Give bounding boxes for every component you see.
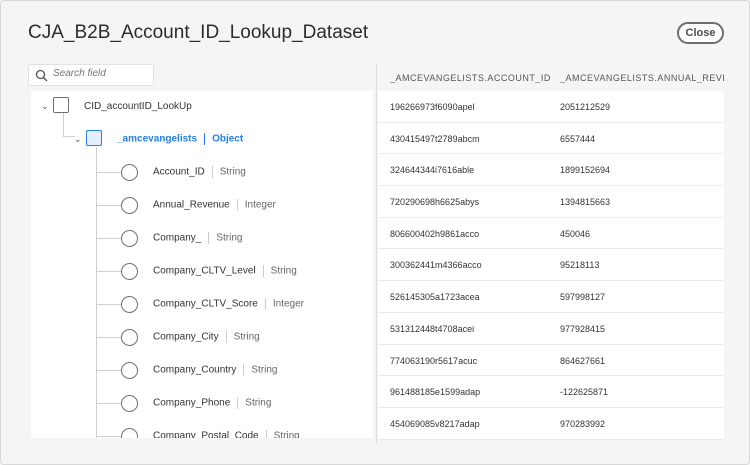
account-id-cell: 720290698h6625abys: [390, 197, 480, 208]
annual-revenue-cell: 6557444: [560, 133, 596, 144]
tree-field-item[interactable]: Company_City String: [153, 331, 260, 343]
field-radio[interactable]: [121, 296, 138, 313]
field-radio[interactable]: [121, 329, 138, 346]
tree-root-label[interactable]: CID_accountID_LookUp: [84, 101, 192, 112]
account-id-cell: 531312448t4708acei: [390, 323, 475, 334]
tree-field-item[interactable]: Company_CLTV_Score Integer: [153, 298, 305, 310]
tree-field-item[interactable]: Company_Phone String: [153, 397, 272, 409]
annual-revenue-cell: 95218113: [560, 260, 600, 271]
tree-object-label[interactable]: _amcevangelists Object: [117, 133, 244, 145]
tree-field-item[interactable]: Account_ID String: [153, 166, 246, 178]
table-row: 300362441m4366acco 95218113: [378, 249, 724, 282]
account-id-cell: 961488185e1599adap: [390, 387, 481, 398]
account-id-cell: 774063190r5617acuc: [390, 355, 478, 366]
field-radio[interactable]: [121, 164, 138, 181]
account-id-cell: 196266973f6090apel: [390, 102, 475, 112]
dialog-title: CJA_B2B_Account_ID_Lookup_Dataset: [28, 22, 369, 43]
table-row: 961488185e1599adap -122625871: [378, 376, 724, 408]
table-row: 720290698h6625abys 1394815663: [378, 186, 724, 218]
panel-divider[interactable]: [376, 64, 377, 444]
tree-field-item[interactable]: Company_Country String: [153, 364, 278, 376]
field-radio[interactable]: [121, 362, 138, 379]
column-header[interactable]: _AMCEVANGELISTS.ACCOUNT_ID: [390, 73, 550, 83]
chevron-down-icon[interactable]: ⌄: [74, 134, 82, 144]
table-row: 531312448t4708acei 977928415: [378, 312, 724, 345]
annual-revenue-cell: 970283992: [560, 418, 606, 429]
data-table: 196266973f6090apel 2051212529 430415497t27…: [378, 91, 724, 440]
annual-revenue-cell: 1394815663: [560, 197, 611, 208]
root-checkbox[interactable]: [53, 97, 69, 113]
annual-revenue-cell: 864627661: [560, 355, 606, 366]
field-radio[interactable]: [121, 395, 138, 412]
account-id-cell: 806600402h9861acco: [390, 228, 480, 239]
tree-field-item[interactable]: Annual_Revenue Integer: [153, 199, 276, 211]
close-button[interactable]: Close: [677, 22, 724, 44]
account-id-cell: 454069085v8217adap: [390, 418, 480, 429]
annual-revenue-cell: -122625871: [560, 387, 609, 398]
annual-revenue-cell: 977928415: [560, 323, 606, 334]
column-header[interactable]: _AMCEVANGELISTS.ANNUAL_REVENUE: [560, 73, 724, 83]
search-input[interactable]: [53, 68, 148, 79]
annual-revenue-cell: 1899152694: [560, 165, 611, 176]
chevron-down-icon[interactable]: ⌄: [41, 101, 49, 111]
account-id-cell: 300362441m4366acco: [390, 260, 482, 271]
field-radio[interactable]: [121, 230, 138, 247]
search-icon: [35, 69, 48, 82]
table-row: 430415497t2789abcm 6557444: [378, 122, 724, 155]
account-id-cell: 526145305a1723acea: [390, 292, 480, 303]
tree-field-item[interactable]: Company_Postal_Code String: [153, 430, 300, 438]
annual-revenue-cell: 2051212529: [560, 102, 611, 112]
annual-revenue-cell: 597998127: [560, 292, 606, 303]
table-row: 526145305a1723acea 597998127: [378, 281, 724, 313]
field-radio[interactable]: [121, 197, 138, 214]
object-checkbox[interactable]: [86, 130, 102, 146]
field-radio[interactable]: [121, 428, 138, 438]
table-row: 454069085v8217adap 970283992: [378, 407, 724, 440]
search-field[interactable]: [28, 64, 154, 86]
annual-revenue-cell: 450046: [560, 228, 591, 239]
table-row: 196266973f6090apel 2051212529: [378, 91, 724, 123]
schema-tree: ⌄ CID_accountID_LookUp ⌄ _amcevangelists…: [31, 91, 373, 438]
account-id-cell: 430415497t2789abcm: [390, 133, 480, 144]
account-id-cell: 324644344i7616able: [390, 165, 475, 176]
table-row: 324644344i7616able 1899152694: [378, 154, 724, 187]
tree-field-item[interactable]: Company_ String: [153, 232, 243, 244]
table-row: 774063190r5617acuc 864627661: [378, 344, 724, 377]
tree-field-item[interactable]: Company_CLTV_Level String: [153, 265, 297, 277]
table-row: 806600402h9861acco 450046: [378, 217, 724, 250]
field-radio[interactable]: [121, 263, 138, 280]
table-header: _AMCEVANGELISTS.ACCOUNT_ID _AMCEVANGELIS…: [378, 64, 724, 91]
